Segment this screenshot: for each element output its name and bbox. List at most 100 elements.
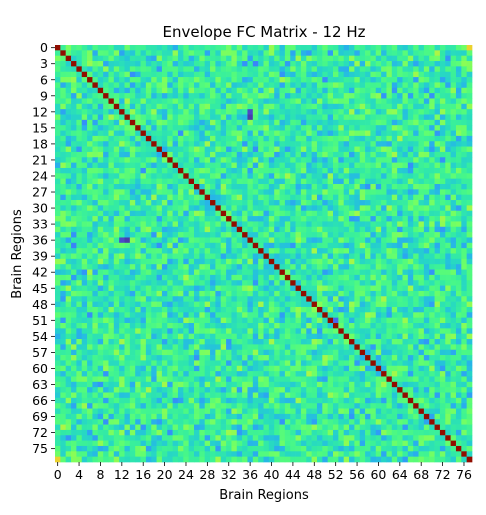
heatmap-cell <box>349 258 355 265</box>
heatmap-cell <box>274 274 280 281</box>
heatmap-cell <box>87 178 93 185</box>
heatmap-cell <box>381 253 387 260</box>
heatmap-cell <box>445 194 451 201</box>
heatmap-cell <box>407 130 414 137</box>
heatmap-cell <box>242 317 248 324</box>
heatmap-cell <box>397 237 403 244</box>
heatmap-cell <box>423 82 430 89</box>
heatmap-cell <box>145 87 152 94</box>
heatmap-cell <box>177 141 184 147</box>
heatmap-cell <box>386 264 393 270</box>
heatmap-cell <box>375 162 382 169</box>
heatmap-cell <box>236 173 243 180</box>
heatmap-cell <box>391 114 398 121</box>
heatmap-cell <box>242 114 248 121</box>
heatmap-cell <box>300 146 307 153</box>
heatmap-cell <box>231 45 238 51</box>
heatmap-cell <box>124 61 131 67</box>
heatmap-cell <box>333 349 339 356</box>
heatmap-cell <box>140 66 147 73</box>
heatmap-cell <box>226 258 232 265</box>
heatmap-cell <box>445 216 451 222</box>
heatmap-cell <box>461 333 468 340</box>
heatmap-cell <box>279 71 286 78</box>
heatmap-cell <box>71 264 77 270</box>
heatmap-cell <box>268 285 275 292</box>
heatmap-cell <box>354 194 361 201</box>
heatmap-cell <box>252 210 259 217</box>
heatmap-cell <box>354 146 361 153</box>
heatmap-cell <box>65 258 72 265</box>
heatmap-cell <box>445 232 451 238</box>
heatmap-cell <box>140 109 147 115</box>
heatmap-cell <box>333 226 339 233</box>
heatmap-cell <box>375 66 382 73</box>
heatmap-cell <box>434 269 441 276</box>
heatmap-cell <box>365 280 371 286</box>
heatmap-cell <box>290 66 296 73</box>
heatmap-cell <box>151 333 157 340</box>
heatmap-cell <box>263 381 270 388</box>
heatmap-cell <box>327 146 334 153</box>
heatmap-cell <box>119 50 125 57</box>
heatmap-cell <box>316 376 323 383</box>
heatmap-cell <box>306 61 312 67</box>
heatmap-cell <box>140 242 147 249</box>
heatmap-cell <box>434 205 441 212</box>
heatmap-cell <box>156 248 163 254</box>
heatmap-cell <box>455 50 462 57</box>
heatmap-cell <box>439 371 446 377</box>
heatmap-cell <box>220 87 227 94</box>
heatmap-cell <box>231 109 238 115</box>
heatmap-cell <box>322 194 329 201</box>
heatmap-cell <box>439 344 446 351</box>
heatmap-cell <box>343 61 350 67</box>
heatmap-cell <box>397 248 403 254</box>
heatmap-cell <box>343 55 350 62</box>
heatmap-cell <box>151 82 157 89</box>
heatmap-cell <box>87 77 93 83</box>
heatmap-cell <box>135 349 141 356</box>
heatmap-cell <box>386 71 393 78</box>
heatmap-cell <box>300 45 307 51</box>
heatmap-cell <box>290 280 296 286</box>
heatmap-cell <box>172 205 179 212</box>
heatmap-cell <box>135 205 141 212</box>
heatmap-cell <box>183 141 190 147</box>
heatmap-cell <box>231 328 238 335</box>
heatmap-cell <box>81 200 88 206</box>
heatmap-cell <box>199 194 206 201</box>
heatmap-cell <box>199 339 206 345</box>
heatmap-cell <box>300 103 307 110</box>
heatmap-cell <box>391 194 398 201</box>
heatmap-cell <box>60 323 67 329</box>
heatmap-cell <box>450 130 457 137</box>
heatmap-cell <box>124 205 131 212</box>
heatmap-cell <box>370 77 377 83</box>
heatmap-cell <box>226 98 232 105</box>
heatmap-cell <box>338 87 345 94</box>
heatmap-cell <box>338 349 345 356</box>
heatmap-cell <box>60 103 67 110</box>
heatmap-cell <box>354 162 361 169</box>
heatmap-cell <box>354 269 361 276</box>
heatmap-cell <box>204 135 211 142</box>
heatmap-cell <box>60 157 67 163</box>
heatmap-cell <box>71 135 77 142</box>
heatmap-cell <box>381 376 387 383</box>
heatmap-cell <box>258 344 264 351</box>
heatmap-cell <box>177 216 184 222</box>
heatmap-cell <box>311 151 318 158</box>
heatmap-cell <box>263 141 270 147</box>
heatmap-cell <box>247 349 254 356</box>
heatmap-cell <box>103 82 109 89</box>
heatmap-cell <box>124 365 131 372</box>
heatmap-cell <box>290 339 296 345</box>
heatmap-cell <box>124 184 131 190</box>
heatmap-cell <box>268 381 275 388</box>
heatmap-cell <box>284 242 291 249</box>
heatmap-cell <box>252 376 259 383</box>
heatmap-cell <box>194 50 200 57</box>
heatmap-cell <box>354 237 361 244</box>
heatmap-cell <box>455 274 462 281</box>
